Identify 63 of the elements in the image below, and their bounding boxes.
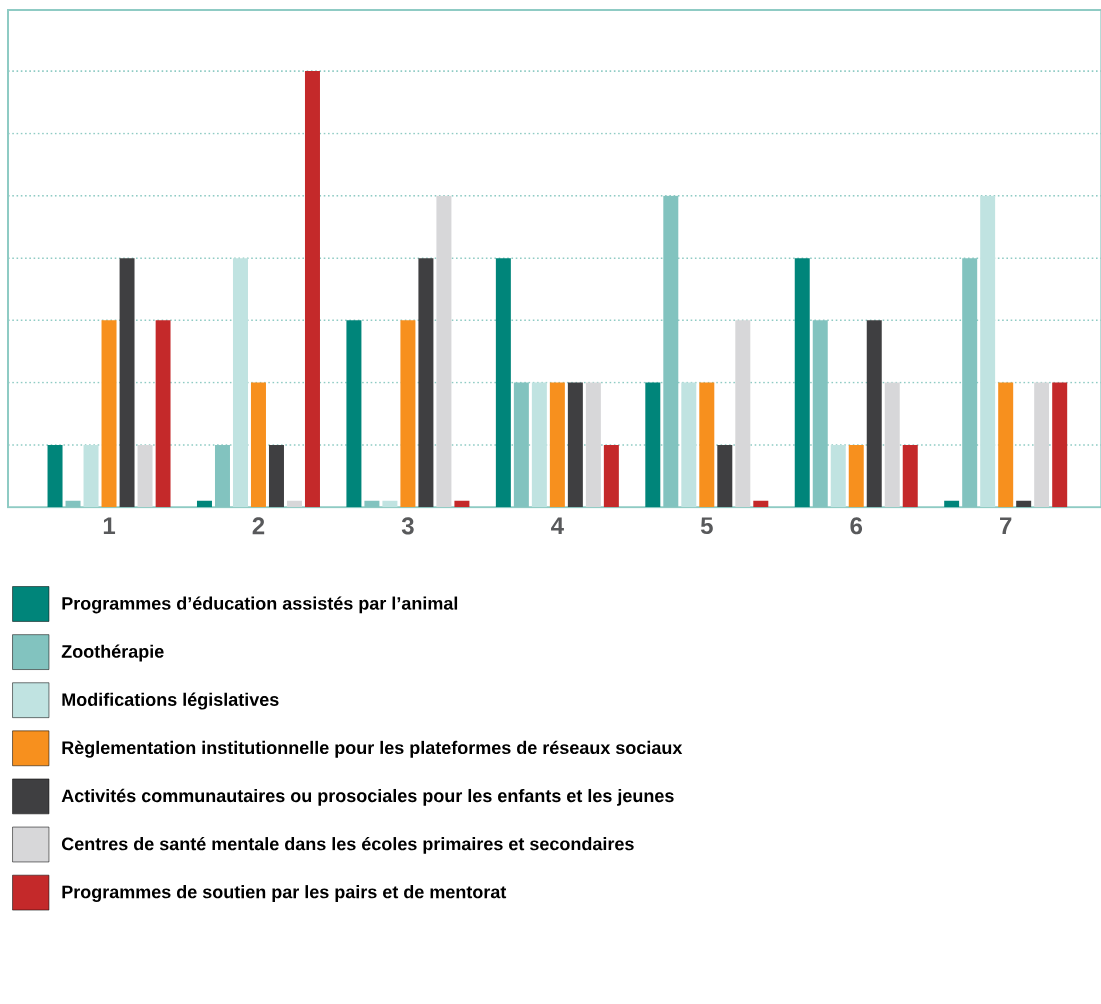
bar <box>513 382 529 508</box>
bar <box>418 258 434 508</box>
bar <box>567 382 583 508</box>
bar <box>812 320 828 508</box>
bar <box>214 444 230 508</box>
bar <box>531 382 547 508</box>
x-tick-label: 1 <box>103 517 116 534</box>
legend-label: Programmes d’éducation assistés par l’animal <box>62 596 458 614</box>
x-tick-label: 4 <box>551 517 564 534</box>
bar <box>645 382 661 508</box>
bar <box>603 444 619 508</box>
bar <box>663 195 679 508</box>
bar <box>250 382 266 508</box>
bar <box>962 258 978 508</box>
bar <box>1016 500 1032 508</box>
x-tick-label: 3 <box>401 517 414 535</box>
bar <box>155 320 171 508</box>
bar <box>286 500 302 508</box>
x-tick-label: 2 <box>252 517 265 535</box>
bar <box>1034 382 1050 508</box>
bar <box>137 444 153 508</box>
legend-label: Règlementation institutionnelle pour les plateformes de réseaux sociaux <box>62 740 683 758</box>
bar <box>436 195 452 508</box>
bar <box>382 500 398 508</box>
bar <box>735 320 751 508</box>
legend-label: Centres de santé mentale dans les écoles primaires et secondaires <box>61 836 634 854</box>
legend-label: Programmes de soutien par les pairs et de mentorat <box>62 885 507 902</box>
bar <box>848 444 864 508</box>
bar <box>83 444 99 508</box>
bar <box>681 382 697 508</box>
x-tick-label: 6 <box>850 517 863 535</box>
bar <box>454 500 470 508</box>
bar <box>549 382 565 508</box>
bar <box>884 382 900 508</box>
bar <box>1052 382 1068 508</box>
bar <box>830 444 846 508</box>
x-tick-label: 7 <box>1000 517 1012 534</box>
legend-label: Zoothérapie <box>61 644 164 662</box>
bar <box>902 444 918 508</box>
bar <box>753 500 769 508</box>
bar <box>119 258 135 508</box>
bar <box>400 320 416 508</box>
bar <box>944 500 960 508</box>
bar <box>47 444 63 508</box>
bar <box>717 444 733 508</box>
bar <box>346 320 362 508</box>
bar <box>998 382 1014 508</box>
bar <box>304 71 320 508</box>
bar <box>232 258 248 508</box>
bar <box>495 258 511 508</box>
bar <box>699 382 715 508</box>
bar <box>585 382 601 508</box>
bar <box>65 500 81 508</box>
x-tick-label: 5 <box>700 517 713 535</box>
bar <box>268 444 284 508</box>
bar <box>196 500 212 508</box>
bar <box>794 258 810 508</box>
legend-label: Modifications législatives <box>62 692 279 710</box>
legend-label: Activités communautaires ou prosociales pour les enfants et les jeunes <box>61 788 674 806</box>
bar <box>866 320 882 508</box>
bar <box>980 195 996 508</box>
bar <box>364 500 380 508</box>
bar <box>101 320 117 508</box>
